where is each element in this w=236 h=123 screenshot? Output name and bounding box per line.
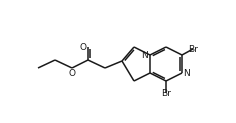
Text: Br: Br (161, 89, 171, 98)
Text: N: N (142, 51, 148, 60)
Text: Br: Br (188, 45, 198, 54)
Text: N: N (184, 69, 190, 77)
Text: O: O (68, 69, 76, 77)
Text: O: O (80, 43, 87, 52)
